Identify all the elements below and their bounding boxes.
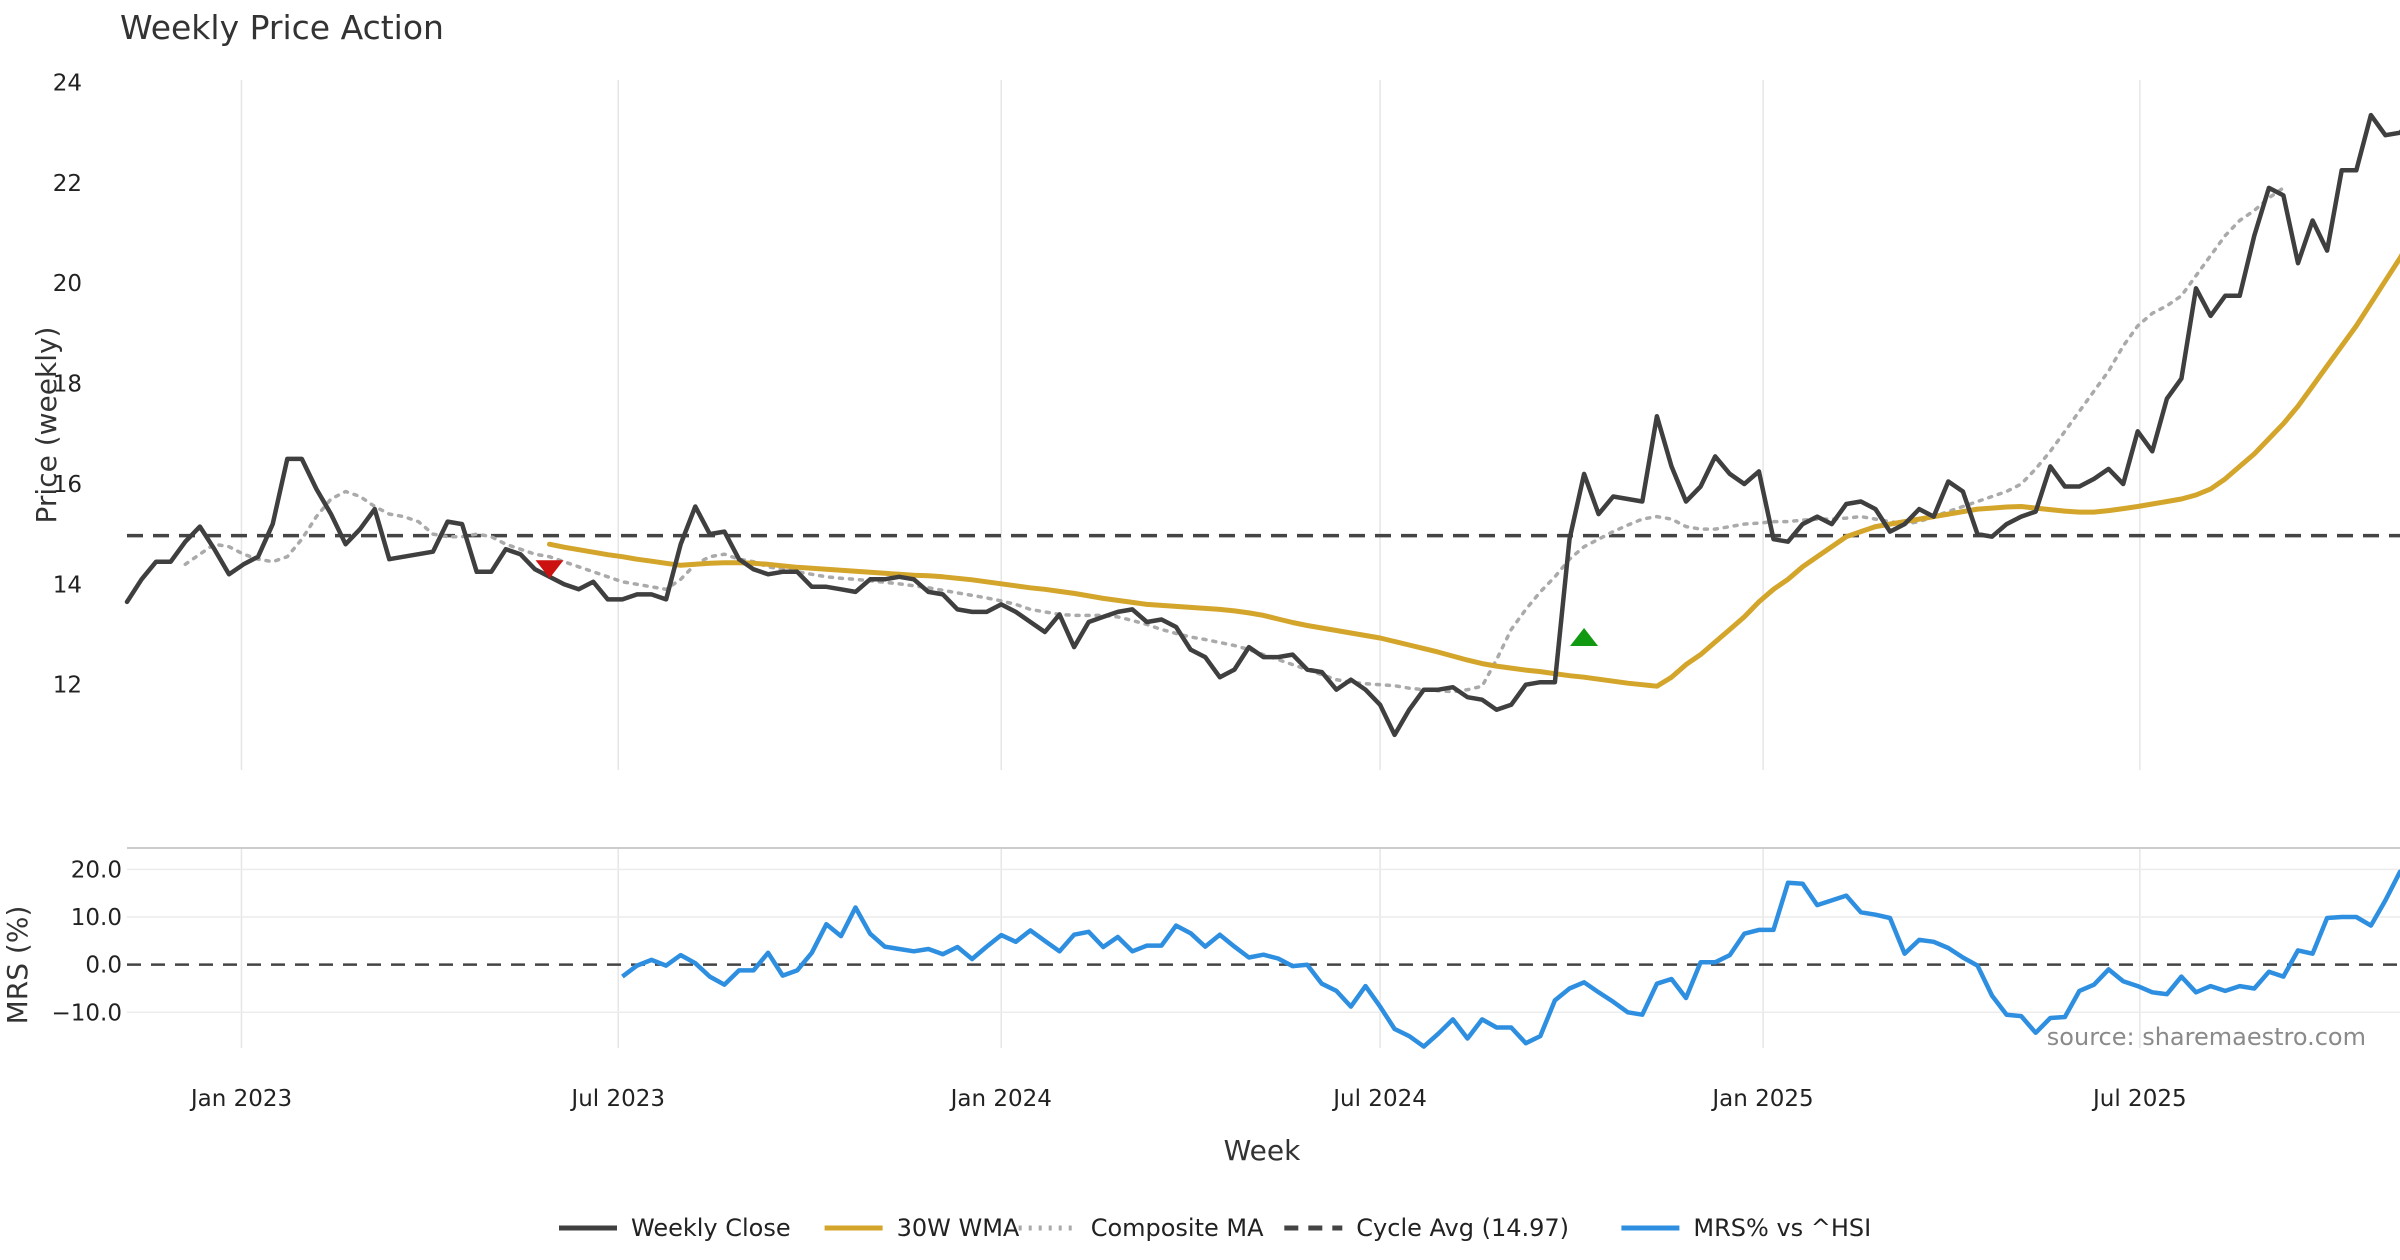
mrs-axis-label: MRS (%) bbox=[1, 906, 34, 1025]
price-y-ticks: 12 14 16 18 20 22 24 bbox=[53, 71, 82, 699]
price-y-tick-label: 24 bbox=[53, 71, 82, 97]
x-tick-label: Jul 2023 bbox=[569, 1086, 665, 1112]
x-axis-label: Week bbox=[1224, 1134, 1301, 1167]
price-y-tick-label: 18 bbox=[53, 372, 82, 398]
legend-label: Cycle Avg (14.97) bbox=[1356, 1214, 1569, 1242]
mrs-y-tick-label: 0.0 bbox=[85, 953, 122, 979]
legend-label: Weekly Close bbox=[631, 1214, 791, 1242]
mrs-y-tick-label: 20.0 bbox=[71, 857, 122, 883]
price-y-tick-label: 20 bbox=[53, 271, 82, 297]
price-y-tick-label: 14 bbox=[53, 572, 82, 598]
mrs-grid bbox=[127, 847, 2400, 1048]
series-line-weekly-close bbox=[124, 112, 2400, 738]
price-y-tick-label: 22 bbox=[53, 171, 82, 197]
chart-title: Weekly Price Action bbox=[120, 8, 444, 47]
legend-label: MRS% vs ^HSI bbox=[1693, 1214, 1871, 1242]
legend: Weekly Close 30W WMA Composite MA Cycle Avg… bbox=[559, 1214, 1871, 1242]
series-line-30w-wma bbox=[547, 253, 2400, 689]
x-tick-label: Jan 2025 bbox=[1710, 1086, 1813, 1112]
mrs-y-ticks: −10.0 0.0 10.0 20.0 bbox=[52, 857, 122, 1026]
buy-signal-marker bbox=[1570, 628, 1599, 647]
mrs-y-tick-label: 10.0 bbox=[71, 905, 122, 931]
price-axis-label: Price (weekly) bbox=[30, 327, 63, 524]
x-tick-label: Jul 2025 bbox=[2091, 1086, 2187, 1112]
sell-signal-marker bbox=[535, 560, 564, 579]
price-y-tick-label: 12 bbox=[53, 673, 82, 699]
legend-label: Composite MA bbox=[1091, 1214, 1264, 1242]
mrs-panel bbox=[127, 869, 2400, 1049]
legend-label: 30W WMA bbox=[897, 1214, 1020, 1242]
price-panel bbox=[124, 112, 2400, 738]
x-tick-label: Jul 2024 bbox=[1331, 1086, 1427, 1112]
mrs-y-tick-label: −10.0 bbox=[52, 1000, 122, 1026]
source-annotation: source: sharemaestro.com bbox=[2047, 1023, 2366, 1051]
x-tick-label: Jan 2024 bbox=[949, 1086, 1052, 1112]
price-y-tick-label: 16 bbox=[53, 472, 82, 498]
price-grid bbox=[240, 80, 2141, 770]
series-line-mrs bbox=[621, 869, 2400, 1049]
x-tick-label: Jan 2023 bbox=[189, 1086, 292, 1112]
series-line-composite-ma bbox=[183, 186, 2286, 694]
x-ticks: Jan 2023 Jul 2023 Jan 2024 Jul 2024 Jan 2025… bbox=[189, 1086, 2187, 1112]
